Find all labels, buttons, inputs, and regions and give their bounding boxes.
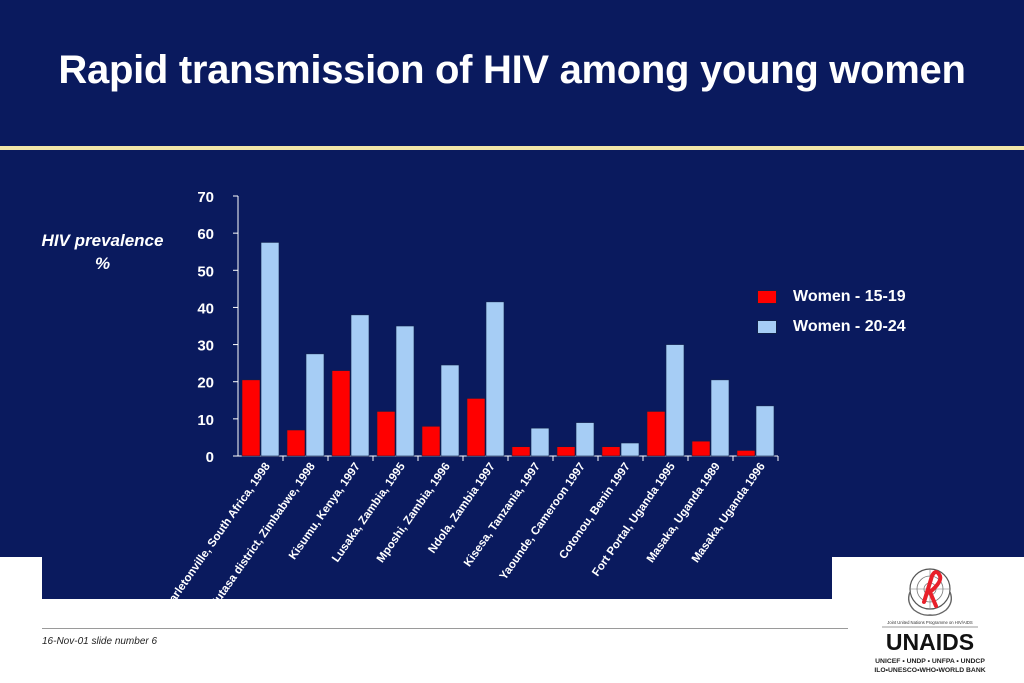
bar-women-15-19 — [691, 440, 711, 457]
bar-women-15-19 — [511, 446, 531, 457]
legend-item-women-20-24: Women - 20-24 — [757, 312, 906, 342]
legend-swatch-women-20-24 — [757, 320, 777, 334]
logo-sponsors-line-2: ILO•UNESCO•WHO•WORLD BANK — [874, 667, 985, 674]
y-axis-label-line-2: % — [94, 254, 111, 273]
bar-women-20-24 — [530, 427, 550, 457]
bar-women-20-24 — [305, 353, 325, 457]
bar-women-15-19 — [646, 411, 666, 457]
bar-women-20-24 — [620, 442, 640, 457]
y-tick-label: 70 — [197, 189, 214, 206]
bar-chart: 0 10 20 30 40 50 60 70 Carletonville, South Afri… — [162, 189, 779, 600]
legend: Women - 15-19 Women - 20-24 — [757, 282, 906, 342]
bar-women-15-19 — [286, 429, 306, 457]
bar-women-15-19 — [601, 446, 621, 457]
bar-women-15-19 — [466, 398, 486, 457]
unaids-logo: Joint United Nations Programme on HIV/AI… — [874, 568, 986, 674]
x-tick-label: Carletonville, South Africa, 1998 — [162, 460, 273, 600]
title-band — [0, 0, 1024, 557]
bar-women-20-24 — [440, 364, 460, 457]
bar-women-20-24 — [260, 242, 280, 457]
bar-women-20-24 — [755, 405, 775, 457]
bar-women-20-24 — [575, 422, 595, 457]
legend-label-women-20-24: Women - 20-24 — [793, 318, 906, 335]
bar-women-20-24 — [710, 379, 730, 457]
y-tick-label: 60 — [197, 226, 214, 243]
logo-sponsors-line-1: UNICEF • UNDP • UNFPA • UNDCP — [875, 658, 985, 665]
x-tick-label: Fort Portal, Uganda 1995 — [590, 460, 678, 578]
legend-swatch-women-15-19 — [757, 290, 777, 304]
y-tick-label: 0 — [206, 449, 214, 466]
legend-label-women-15-19: Women - 15-19 — [793, 288, 906, 305]
footer-divider — [42, 628, 848, 629]
bar-women-20-24 — [395, 325, 415, 457]
y-tick-label: 20 — [197, 375, 214, 392]
x-tick-label: Yaounde, Cameroon 1997 — [498, 461, 588, 583]
bar-women-15-19 — [736, 450, 756, 457]
bar-women-15-19 — [421, 425, 441, 457]
chart-band-extension — [42, 557, 832, 599]
y-axis-label-line-1: HIV prevalence — [41, 231, 164, 250]
bar-women-20-24 — [485, 301, 505, 457]
logo-programme-text: Joint United Nations Programme on HIV/AI… — [887, 620, 973, 625]
y-tick-label: 30 — [197, 338, 214, 355]
slide-footer: 16-Nov-01 slide number 6 — [42, 636, 158, 647]
y-tick-label: 40 — [197, 300, 214, 317]
y-axis-label: HIV prevalence % — [30, 229, 175, 275]
title-divider — [0, 146, 1024, 150]
bar-women-15-19 — [556, 446, 576, 457]
y-tick-label: 50 — [197, 263, 214, 280]
un-emblem-icon — [907, 568, 953, 616]
bar-women-20-24 — [665, 344, 685, 457]
bar-women-15-19 — [376, 411, 396, 457]
logo-name: UNAIDS — [886, 629, 974, 655]
bar-women-15-19 — [331, 370, 351, 457]
bar-women-15-19 — [241, 379, 261, 457]
slide-title: Rapid transmission of HIV among young wo… — [58, 48, 966, 92]
y-tick-label: 10 — [197, 412, 214, 429]
legend-item-women-15-19: Women - 15-19 — [757, 282, 906, 312]
bar-women-20-24 — [350, 314, 370, 457]
x-tick-label: Kisesa, Tanzania, 1997 — [462, 461, 543, 569]
